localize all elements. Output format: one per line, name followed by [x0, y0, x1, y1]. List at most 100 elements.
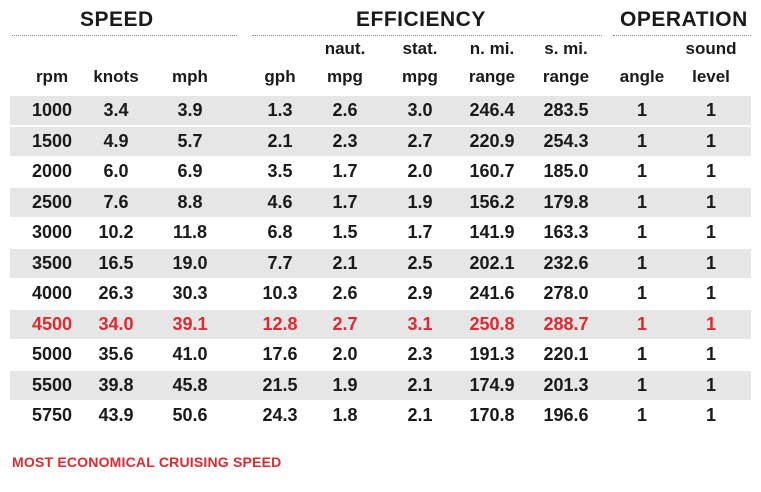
table-row: 2500 7.6 8.8 4.6 1.7 1.9 156.2 179.8 1 1 [10, 187, 751, 217]
cell-stat-range: 185.0 [543, 161, 589, 181]
cell-gph: 2.1 [267, 130, 293, 151]
cell-naut-range: 156.2 [469, 191, 515, 212]
cell-naut-range: 241.6 [469, 283, 515, 303]
group-rule-operation [613, 35, 751, 36]
table-row-highlighted: 4500 34.0 39.1 12.8 2.7 3.1 250.8 288.7 1 1 [10, 309, 751, 339]
cell-sound-level: 1 [705, 405, 716, 425]
cell-naut-mpg: 1.7 [332, 191, 358, 212]
cell-naut-mpg: 2.0 [332, 344, 358, 364]
cell-angle: 1 [636, 252, 647, 273]
column-header-knots: knots [93, 67, 139, 86]
table-row: 5500 39.8 45.8 21.5 1.9 2.1 174.9 201.3 1 1 [10, 370, 751, 400]
cell-sound-level: 1 [705, 100, 716, 120]
cell-rpm: 3500 [31, 252, 73, 273]
column-header-stat-mpg-line1: stat. [402, 39, 438, 58]
cell-naut-range: 202.1 [469, 252, 515, 273]
cell-naut-range: 141.9 [469, 222, 515, 242]
group-title-operation: OPERATION [620, 8, 748, 31]
cell-naut-range: 191.3 [469, 344, 515, 364]
table-row: 4000 26.3 30.3 10.3 2.6 2.9 241.6 278.0 1 1 [10, 279, 751, 308]
cell-stat-range: 254.3 [543, 130, 589, 151]
cell-stat-mpg: 3.0 [407, 100, 433, 120]
cell-rpm: 4000 [31, 283, 73, 303]
column-header-angle: angle [619, 67, 665, 86]
cell-knots: 7.6 [103, 191, 129, 212]
cell-stat-mpg: 3.1 [407, 313, 433, 334]
cell-angle: 1 [636, 344, 647, 364]
cell-naut-range: 250.8 [469, 313, 515, 334]
cell-rpm: 2500 [31, 191, 73, 212]
cell-stat-range: 278.0 [543, 283, 589, 303]
cell-naut-mpg: 1.7 [332, 161, 358, 181]
cell-knots: 43.9 [98, 405, 134, 425]
cell-gph: 4.6 [267, 191, 293, 212]
cell-stat-mpg: 2.7 [407, 130, 433, 151]
cell-sound-level: 1 [705, 374, 716, 395]
cell-sound-level: 1 [705, 344, 716, 364]
cell-mph: 19.0 [172, 252, 208, 273]
group-title-speed: SPEED [80, 8, 154, 31]
table-row: 2000 6.0 6.9 3.5 1.7 2.0 160.7 185.0 1 1 [10, 157, 751, 186]
cell-angle: 1 [636, 130, 647, 151]
cell-sound-level: 1 [705, 222, 716, 242]
column-header-naut-mpg-line1: naut. [324, 39, 366, 58]
cell-sound-level: 1 [705, 191, 716, 212]
cell-naut-mpg: 1.5 [332, 222, 358, 242]
cell-angle: 1 [636, 283, 647, 303]
footnote-economical-speed: MOST ECONOMICAL CRUISING SPEED [12, 454, 282, 470]
cell-mph: 3.9 [177, 100, 203, 120]
cell-naut-mpg: 2.6 [332, 283, 358, 303]
cell-knots: 35.6 [98, 344, 134, 364]
cell-rpm: 5750 [31, 405, 73, 425]
cell-stat-mpg: 2.1 [407, 405, 433, 425]
cell-gph: 1.3 [267, 100, 293, 120]
cell-naut-mpg: 1.8 [332, 405, 358, 425]
cell-stat-range: 220.1 [543, 344, 589, 364]
cell-angle: 1 [636, 405, 647, 425]
cell-rpm: 1000 [31, 100, 73, 120]
cell-stat-range: 283.5 [543, 100, 589, 120]
cell-stat-range: 179.8 [543, 191, 589, 212]
cell-stat-mpg: 2.1 [407, 374, 433, 395]
group-rule-speed [12, 35, 237, 36]
cell-angle: 1 [636, 100, 647, 120]
cell-naut-range: 246.4 [469, 100, 515, 120]
table-row: 1000 3.4 3.9 1.3 2.6 3.0 246.4 283.5 1 1 [10, 96, 751, 125]
cell-mph: 39.1 [172, 313, 208, 334]
cell-stat-range: 196.6 [543, 405, 589, 425]
cell-stat-range: 288.7 [543, 313, 589, 334]
cell-mph: 30.3 [172, 283, 208, 303]
cell-stat-range: 232.6 [543, 252, 589, 273]
cell-gph: 17.6 [262, 344, 298, 364]
column-header-stat-mpg: mpg [402, 67, 438, 86]
table-row: 5750 43.9 50.6 24.3 1.8 2.1 170.8 196.6 1 1 [10, 401, 751, 430]
cell-stat-range: 163.3 [543, 222, 589, 242]
cell-knots: 39.8 [98, 374, 134, 395]
column-header-stat-range: range [542, 67, 590, 86]
cell-sound-level: 1 [705, 313, 716, 334]
cell-sound-level: 1 [705, 161, 716, 181]
table-row: 1500 4.9 5.7 2.1 2.3 2.7 220.9 254.3 1 1 [10, 126, 751, 156]
column-header-sound-level-line1: sound [685, 39, 737, 58]
cell-mph: 5.7 [177, 130, 203, 151]
cell-knots: 34.0 [98, 313, 134, 334]
cell-mph: 41.0 [172, 344, 208, 364]
cell-mph: 50.6 [172, 405, 208, 425]
cell-rpm: 4500 [31, 313, 73, 334]
cell-sound-level: 1 [705, 130, 716, 151]
cell-knots: 16.5 [98, 252, 134, 273]
group-rule-efficiency [252, 35, 602, 36]
cell-mph: 6.9 [177, 161, 203, 181]
cell-naut-mpg: 2.7 [332, 313, 358, 334]
cell-naut-mpg: 2.6 [332, 100, 358, 120]
cell-naut-range: 160.7 [469, 161, 515, 181]
cell-naut-mpg: 2.3 [332, 130, 358, 151]
cell-stat-mpg: 2.9 [407, 283, 433, 303]
cell-angle: 1 [636, 191, 647, 212]
table-row: 3500 16.5 19.0 7.7 2.1 2.5 202.1 232.6 1 1 [10, 248, 751, 278]
cell-mph: 11.8 [172, 222, 208, 242]
cell-stat-mpg: 2.3 [407, 344, 433, 364]
cell-knots: 10.2 [98, 222, 134, 242]
table-row: 5000 35.6 41.0 17.6 2.0 2.3 191.3 220.1 1 1 [10, 340, 751, 369]
cell-knots: 3.4 [103, 100, 129, 120]
